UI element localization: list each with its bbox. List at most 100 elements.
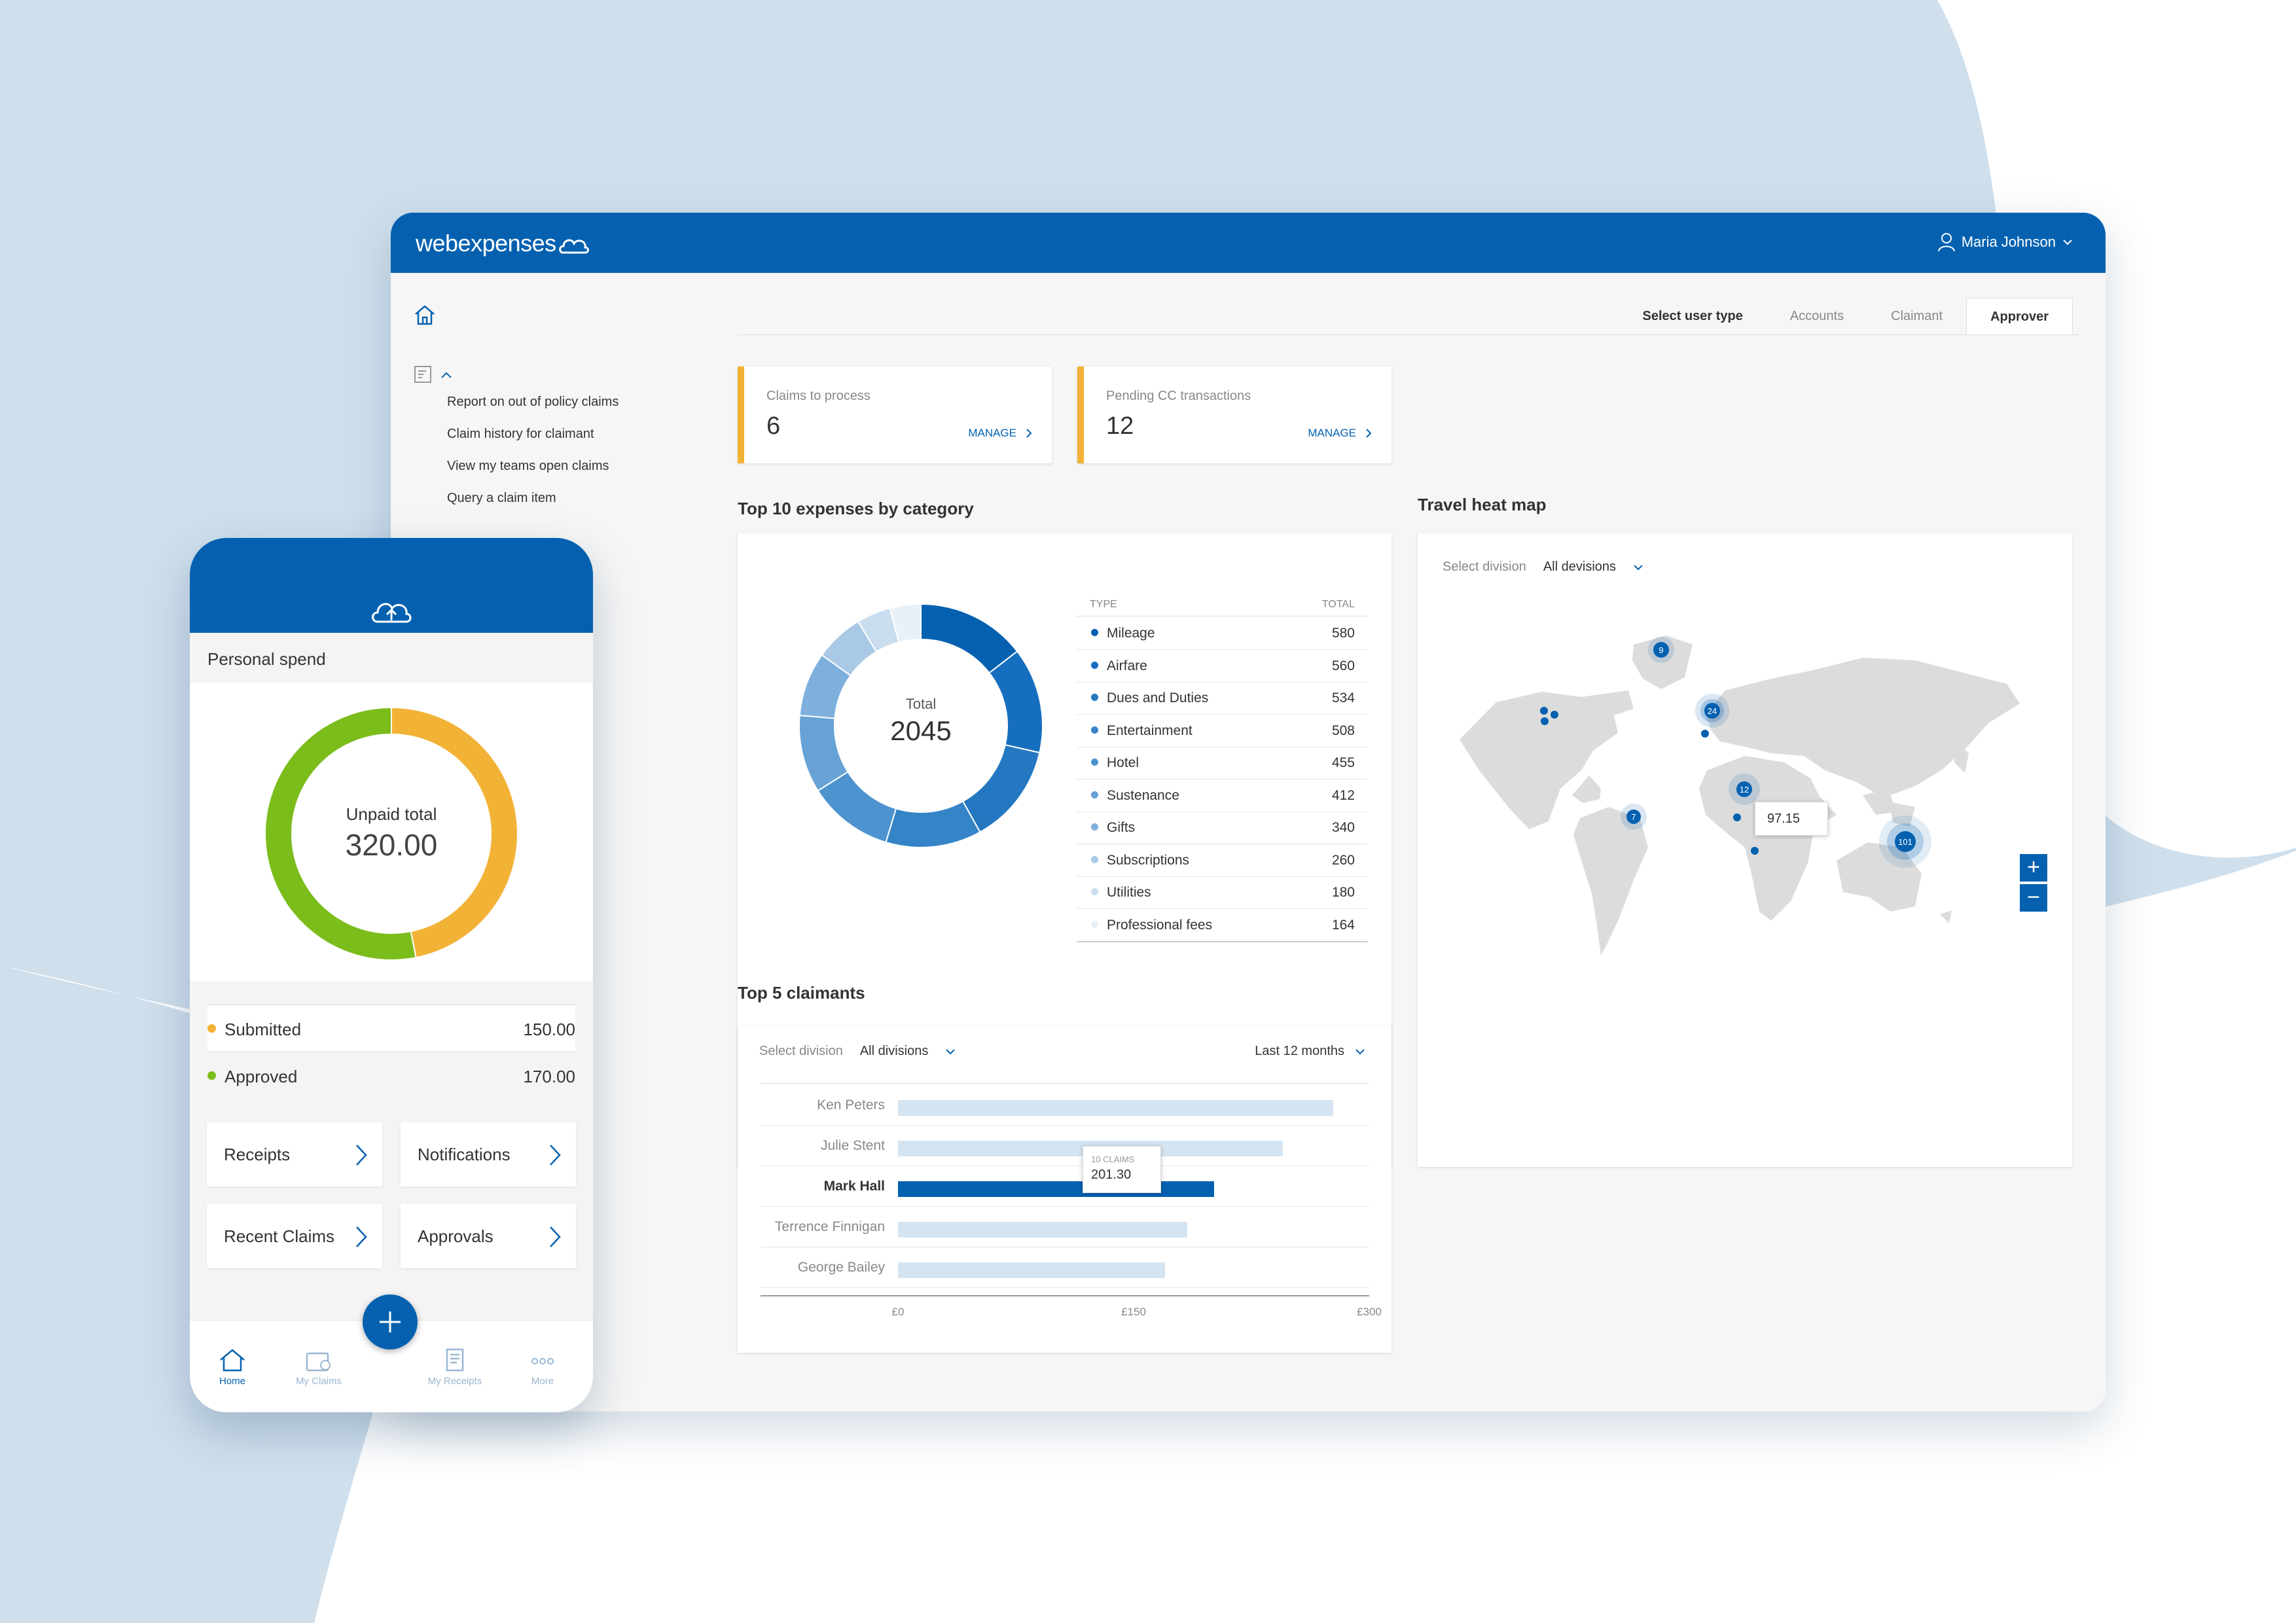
- brand-logo[interactable]: webexpenses: [416, 230, 590, 257]
- phone-header: [190, 538, 593, 633]
- kpi-value: 12: [1106, 412, 1134, 440]
- button-label: Notifications: [418, 1145, 511, 1164]
- legend-row: Mileage 580: [1077, 617, 1368, 650]
- claimant-bar[interactable]: [898, 1100, 1333, 1116]
- legend-label: Airfare: [1107, 658, 1147, 673]
- recent-claims-button[interactable]: Recent Claims: [207, 1204, 382, 1268]
- report-link[interactable]: Claim history for claimant: [447, 427, 594, 441]
- receipts-button[interactable]: Receipts: [207, 1122, 382, 1186]
- claimant-row: Julie Stent: [761, 1125, 1369, 1166]
- world-map: 9 24 12 7 101: [1460, 635, 2020, 955]
- approved-value: 170.00: [523, 1067, 575, 1086]
- legend-value: 412: [1331, 787, 1355, 803]
- select-label: Select division: [759, 1044, 843, 1058]
- period-value: Last 12 months: [1255, 1044, 1344, 1058]
- approvals-button[interactable]: Approvals: [401, 1204, 576, 1268]
- desktop-dashboard: webexpenses Maria Johnson Report on out …: [391, 213, 2106, 1412]
- claimant-row: Terrence Finnigan: [761, 1206, 1369, 1247]
- legend-label: Professional fees: [1107, 917, 1213, 933]
- legend-value: 534: [1331, 690, 1355, 705]
- legend-value: 340: [1331, 820, 1355, 835]
- legend-label: Subscriptions: [1107, 852, 1190, 868]
- tab-approver[interactable]: Approver: [1966, 298, 2073, 334]
- cluster-label[interactable]: 12: [1740, 785, 1749, 794]
- legend-label: Dues and Duties: [1107, 690, 1209, 705]
- legend-value: 164: [1331, 917, 1355, 933]
- report-link[interactable]: Report on out of policy claims: [447, 395, 619, 409]
- donut-slice[interactable]: [961, 744, 1041, 833]
- notifications-button[interactable]: Notifications: [401, 1122, 576, 1186]
- zoom-out-button[interactable]: −: [2020, 884, 2047, 912]
- legend-header-total: TOTAL: [1321, 599, 1355, 610]
- tooltip-claims: 10 CLAIMS: [1091, 1154, 1135, 1164]
- legend-row: Gifts 340: [1077, 812, 1368, 844]
- legend-row: Subscriptions 260: [1077, 844, 1368, 877]
- legend-value: 260: [1331, 852, 1355, 868]
- legend-label: Utilities: [1107, 885, 1151, 900]
- unpaid-total-label: Unpaid total: [346, 804, 437, 824]
- personal-spend-card: Unpaid total 320.00: [190, 683, 593, 981]
- user-type-label: Select user type: [1642, 309, 1743, 323]
- legend-header: TYPE TOTAL: [1077, 579, 1368, 616]
- claimants-division-select[interactable]: Select division All divisions: [759, 1044, 956, 1059]
- legend-row: Hotel 455: [1077, 747, 1368, 779]
- unpaid-total-value: 320.00: [345, 828, 438, 862]
- approved-row: Approved 170.00: [207, 1052, 575, 1098]
- tab-more[interactable]: More: [507, 1347, 579, 1387]
- cloud-logo-icon: [558, 240, 589, 254]
- donut-slice[interactable]: [889, 603, 922, 643]
- claimant-bar[interactable]: [898, 1181, 1215, 1197]
- donut-total-label: Total: [905, 696, 937, 712]
- claimant-bar[interactable]: [898, 1262, 1165, 1278]
- cluster-label[interactable]: 9: [1659, 645, 1663, 655]
- claimant-tooltip: 10 CLAIMS 201.30: [1083, 1146, 1161, 1193]
- legend-bottom-rule: [1077, 941, 1368, 942]
- cluster-label[interactable]: 101: [1898, 837, 1912, 847]
- user-menu[interactable]: Maria Johnson: [1937, 232, 2073, 252]
- spend-slice[interactable]: [391, 706, 518, 959]
- legend-dot: [1091, 629, 1098, 636]
- report-link[interactable]: View my teams open claims: [447, 459, 609, 473]
- expenses-legend-table: TYPE TOTAL Mileage 580 Airfare 560 Dues and …: [1077, 533, 1368, 1167]
- kpi-title: Claims to process: [766, 389, 870, 403]
- tab-accounts[interactable]: Accounts: [1789, 309, 1844, 323]
- button-label: Recent Claims: [224, 1226, 335, 1246]
- claimants-title: Top 5 claimants: [738, 983, 865, 1003]
- legend-row: Entertainment 508: [1077, 715, 1368, 747]
- cluster-label[interactable]: 7: [1631, 812, 1636, 822]
- period-select[interactable]: Last 12 months: [1255, 1044, 1365, 1059]
- x-tick-label: £300: [1357, 1306, 1382, 1318]
- tab-my-claims[interactable]: My Claims: [283, 1347, 355, 1387]
- tab-home[interactable]: Home: [196, 1347, 268, 1387]
- manage-link[interactable]: MANAGE: [968, 427, 1032, 440]
- home-icon[interactable]: [413, 303, 437, 330]
- heatmap-tooltip: 97.15: [1755, 802, 1828, 836]
- chevron-down-icon: [946, 1048, 956, 1054]
- claimant-bar[interactable]: [898, 1222, 1187, 1238]
- legend-dot: [1091, 758, 1098, 766]
- zoom-in-button[interactable]: +: [2020, 854, 2047, 882]
- tab-my-receipts[interactable]: My Receipts: [419, 1347, 491, 1387]
- donut-slice[interactable]: [885, 800, 981, 848]
- heatmap-card: Select division All devisions 9: [1418, 533, 2072, 1167]
- cluster-label[interactable]: 24: [1708, 706, 1717, 716]
- legend-value: 580: [1331, 626, 1355, 641]
- donut-center: Total 2045: [783, 696, 1058, 747]
- reports-menu-toggle[interactable]: [413, 365, 452, 385]
- tooltip-value: 97.15: [1767, 812, 1801, 826]
- tab-claimant[interactable]: Claimant: [1891, 309, 1943, 323]
- button-label: Receipts: [224, 1145, 291, 1164]
- claimant-name: Mark Hall: [823, 1179, 885, 1194]
- manage-link[interactable]: MANAGE: [1308, 427, 1372, 440]
- user-icon: [1937, 233, 1955, 252]
- heatmap-division-select[interactable]: Select division All devisions: [1443, 560, 1643, 575]
- approved-label: Approved: [224, 1067, 298, 1086]
- claimant-name: Julie Stent: [820, 1138, 885, 1153]
- cloud-upload-icon: [372, 603, 412, 623]
- spend-slice[interactable]: [264, 706, 417, 961]
- manage-label: MANAGE: [968, 427, 1016, 439]
- legend-row: Airfare 560: [1077, 650, 1368, 683]
- add-claim-button[interactable]: [363, 1294, 418, 1349]
- report-link[interactable]: Query a claim item: [447, 491, 556, 505]
- claimant-name: Terrence Finnigan: [774, 1219, 885, 1234]
